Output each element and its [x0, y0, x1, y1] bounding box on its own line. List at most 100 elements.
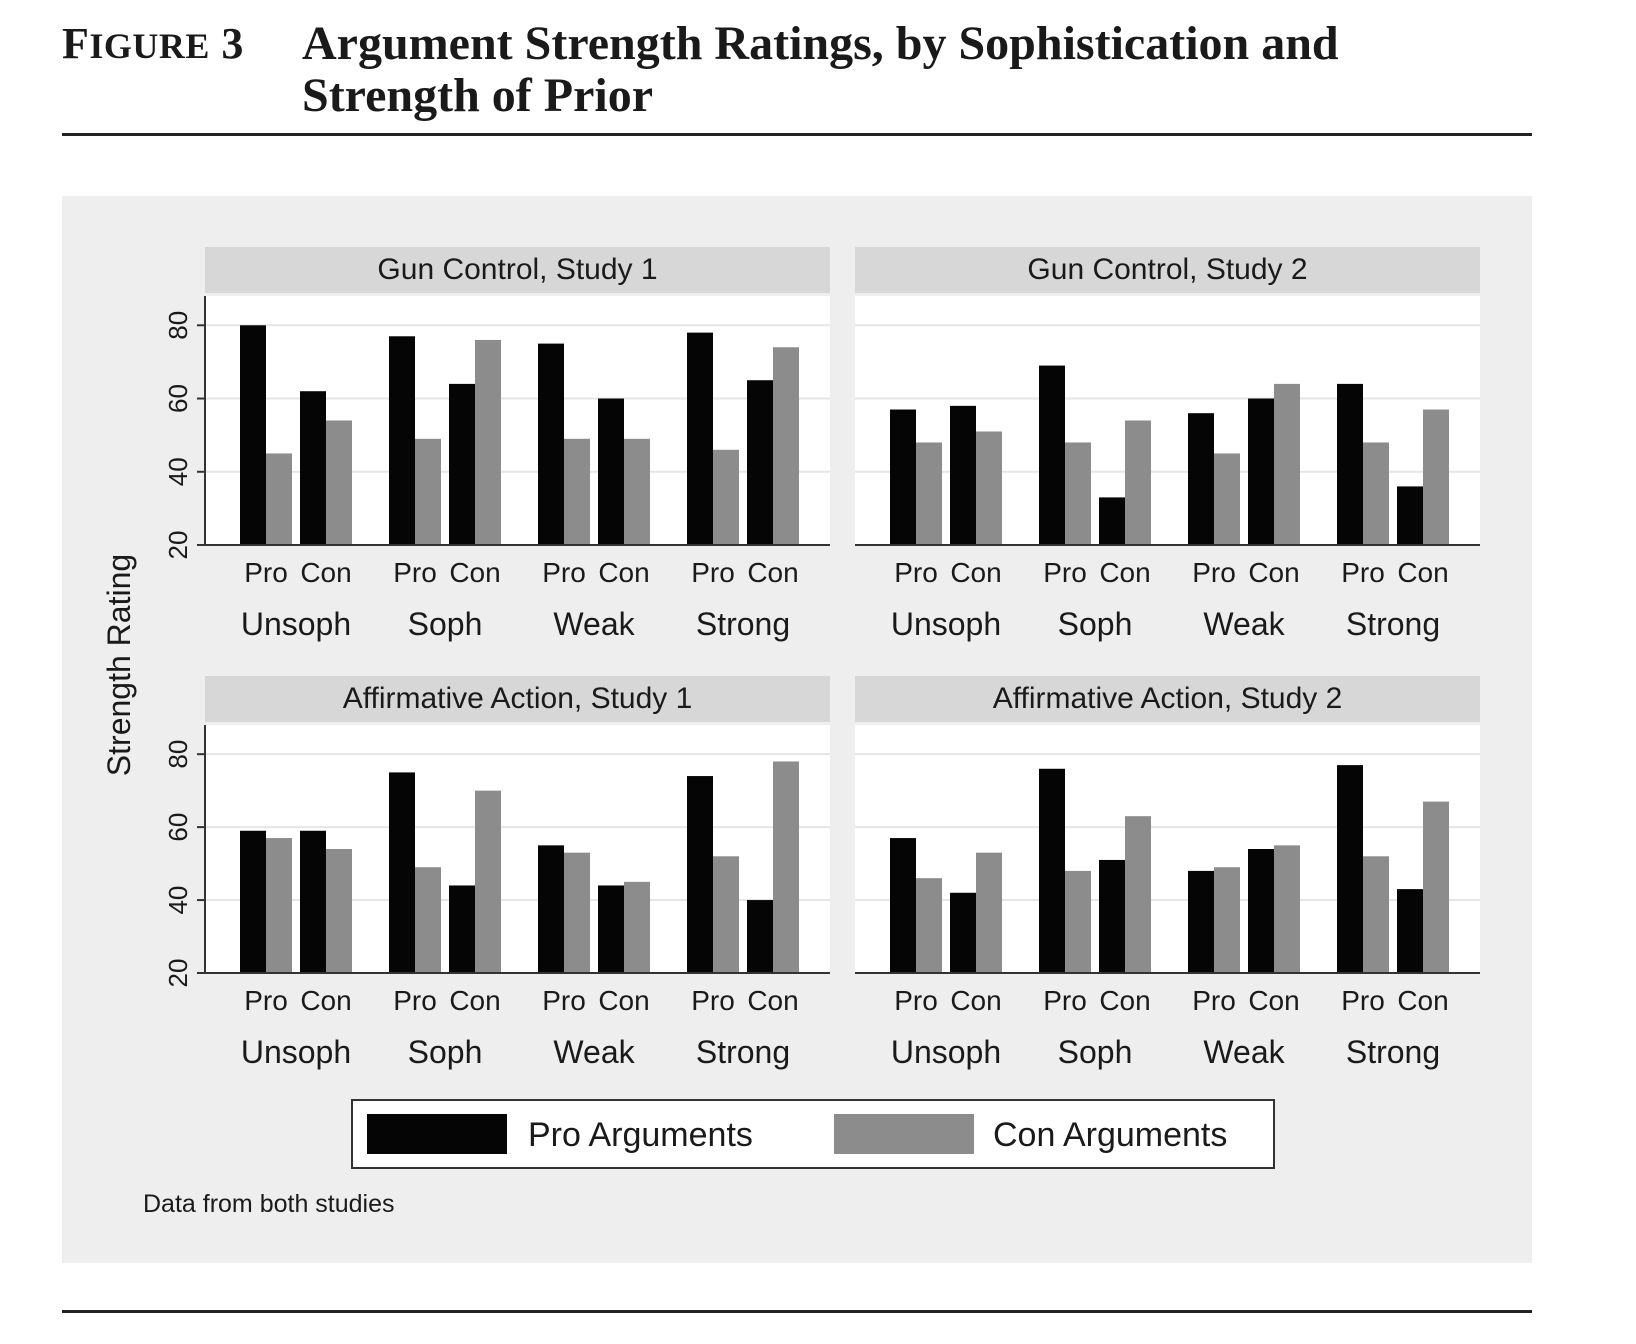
legend-swatch-pro [367, 1114, 507, 1154]
group-label: Strong [1346, 1034, 1440, 1070]
con-argument-bar [475, 339, 501, 545]
group-label: Weak [553, 606, 635, 642]
top-rule [62, 133, 1532, 136]
pro-argument-bar [1039, 365, 1065, 545]
pro-argument-bar [1188, 413, 1214, 545]
pro-argument-bar [1099, 497, 1125, 545]
pro-argument-bar [449, 885, 475, 973]
group-label: Strong [696, 1034, 790, 1070]
pro-argument-bar [1397, 486, 1423, 545]
con-argument-bar [916, 442, 942, 545]
con-argument-bar [266, 453, 292, 545]
panel-strip [855, 676, 1480, 722]
pair-label: Con [1397, 985, 1448, 1016]
pro-argument-bar [598, 398, 624, 545]
group-label: Unsoph [891, 1034, 1001, 1070]
con-argument-bar [1423, 409, 1449, 545]
pro-argument-bar [1337, 765, 1363, 973]
con-argument-bar [475, 790, 501, 973]
con-argument-bar [624, 881, 650, 973]
group-label: Soph [408, 606, 483, 642]
panel-3: Affirmative Action, Study 1 Pro Con Unsoph P… [163, 676, 830, 1070]
con-argument-bar [415, 438, 441, 545]
panel-title: Gun Control, Study 1 [377, 253, 657, 286]
con-argument-bar [326, 420, 352, 545]
pro-argument-bar [687, 776, 713, 973]
pair-label: Pro [1192, 557, 1236, 588]
pair-label: Pro [894, 985, 938, 1016]
group-label: Unsoph [241, 606, 351, 642]
pair-label: Pro [393, 557, 437, 588]
con-argument-bar [713, 449, 739, 545]
pair-label: Pro [542, 557, 586, 588]
pair-label: Pro [1341, 557, 1385, 588]
group-label: Unsoph [891, 606, 1001, 642]
con-argument-bar [1274, 383, 1300, 545]
pair-label: Con [598, 985, 649, 1016]
group-label: Weak [1203, 606, 1285, 642]
group-label: Soph [408, 1034, 483, 1070]
pair-label: Con [300, 557, 351, 588]
con-argument-bar [1214, 867, 1240, 973]
legend-label-pro: Pro Arguments [528, 1116, 753, 1154]
y-axis-label: Strength Rating [101, 554, 137, 776]
bottom-rule [62, 1310, 1532, 1313]
pro-argument-bar [890, 838, 916, 973]
pair-label: Con [1099, 557, 1150, 588]
pair-label: Con [1248, 985, 1299, 1016]
pro-argument-bar [300, 391, 326, 545]
pair-label: Con [950, 985, 1001, 1016]
panel-strip [205, 247, 830, 293]
panel-title: Gun Control, Study 2 [1027, 253, 1307, 286]
pair-label: Pro [244, 557, 288, 588]
con-argument-bar [564, 438, 590, 545]
pair-label: Con [950, 557, 1001, 588]
legend-label-con: Con Arguments [993, 1116, 1227, 1154]
pair-label: Pro [393, 985, 437, 1016]
y-tick-label: 20 [163, 959, 193, 988]
pair-label: Con [300, 985, 351, 1016]
group-label: Unsoph [241, 1034, 351, 1070]
con-argument-bar [326, 849, 352, 973]
pro-argument-bar [598, 885, 624, 973]
con-argument-bar [1065, 870, 1091, 973]
group-label: Strong [1346, 606, 1440, 642]
con-argument-bar [1363, 856, 1389, 973]
pro-argument-bar [538, 343, 564, 545]
y-tick-label: 80 [163, 311, 193, 340]
panel-2: Gun Control, Study 2 Pro Con Unsoph Pro Con So… [855, 247, 1480, 642]
pair-label: Pro [1043, 557, 1087, 588]
pro-argument-bar [687, 332, 713, 545]
y-tick-label: 40 [163, 886, 193, 915]
pro-argument-bar [1248, 849, 1274, 973]
y-tick-label: 60 [163, 813, 193, 842]
pro-argument-bar [1397, 889, 1423, 973]
con-argument-bar [1125, 816, 1151, 973]
figure-note: Data from both studies [143, 1190, 395, 1218]
con-argument-bar [266, 838, 292, 973]
pair-label: Con [1397, 557, 1448, 588]
y-tick-label: 20 [163, 531, 193, 560]
pro-argument-bar [449, 383, 475, 545]
pro-argument-bar [389, 336, 415, 545]
pair-label: Con [598, 557, 649, 588]
pair-label: Con [1248, 557, 1299, 588]
pair-label: Pro [244, 985, 288, 1016]
pro-argument-bar [950, 405, 976, 545]
pro-argument-bar [1248, 398, 1274, 545]
pair-label: Pro [1192, 985, 1236, 1016]
pair-label: Con [747, 557, 798, 588]
pair-label: Pro [894, 557, 938, 588]
pro-argument-bar [1099, 859, 1125, 973]
pair-label: Pro [691, 557, 735, 588]
con-argument-bar [564, 852, 590, 973]
pro-argument-bar [240, 830, 266, 973]
group-label: Soph [1058, 606, 1133, 642]
group-label: Weak [553, 1034, 635, 1070]
panel-strip [205, 676, 830, 722]
pair-label: Con [449, 557, 500, 588]
con-argument-bar [1423, 801, 1449, 973]
y-tick-label: 80 [163, 740, 193, 769]
pro-argument-bar [890, 409, 916, 545]
pro-argument-bar [240, 325, 266, 545]
